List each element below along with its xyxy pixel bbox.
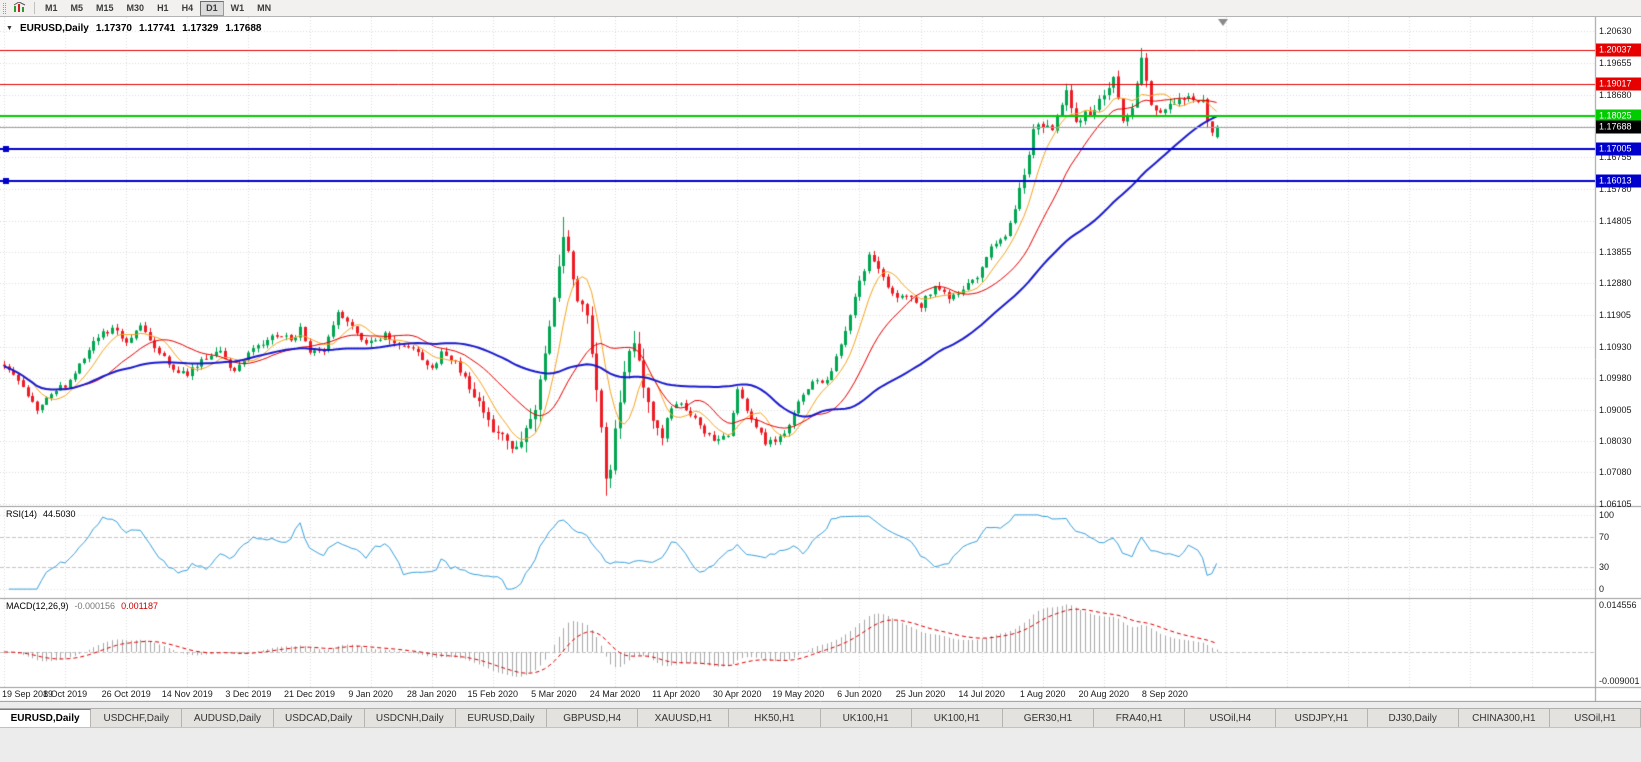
- price-scale-label: 1.09005: [1599, 404, 1632, 415]
- date-scale-label: 15 Feb 2020: [467, 689, 519, 699]
- timeframe-button-mn[interactable]: MN: [257, 2, 272, 13]
- date-scale-label: 26 Oct 2019: [101, 689, 151, 699]
- timeframe-buttons: M1 M5 M15 M30 H1 H4 D1 W1 MN: [39, 0, 278, 16]
- date-scale-label: 20 Aug 2020: [1078, 689, 1130, 699]
- date-scale-label: 6 Jun 2020: [837, 689, 882, 699]
- macd-name-label: MACD(12,26,9): [6, 601, 69, 611]
- date-scale-label: 24 Mar 2020: [589, 689, 641, 699]
- symbol-tab-usdjpy-h1[interactable]: USDJPY,H1: [1276, 709, 1368, 727]
- price-tag-1.19017[interactable]: 1.19017: [1596, 77, 1641, 90]
- symbol-tab-eurusd-daily[interactable]: EURUSD,Daily: [455, 709, 548, 727]
- timeframes-toolbar: M1 M5 M15 M30 H1 H4 D1 W1 MN: [0, 0, 1641, 17]
- date-scale-label: 1 Aug 2020: [1019, 689, 1066, 699]
- symbol-tab-audusd-daily[interactable]: AUDUSD,Daily: [182, 709, 274, 727]
- timeframe-button-h4[interactable]: H4: [181, 2, 194, 13]
- price-scale-label: 1.07080: [1599, 467, 1632, 478]
- macd-signal-value: 0.001187: [121, 601, 158, 611]
- rsi-scale-label: 30: [1599, 561, 1610, 572]
- timeframe-button-m5[interactable]: M5: [70, 2, 84, 13]
- rsi-name-label: RSI(14): [6, 509, 38, 519]
- symbol-tab-china300-h1[interactable]: CHINA300,H1: [1458, 709, 1550, 727]
- price-scale-label: 1.16755: [1599, 152, 1632, 163]
- date-scale-label: 8 Oct 2019: [43, 689, 88, 699]
- price-scale-label: 1.19655: [1599, 57, 1632, 68]
- price-scale-label: 1.15780: [1599, 184, 1632, 194]
- date-scale-label: 9 Jan 2020: [348, 689, 393, 699]
- price-scale-label: 1.10930: [1599, 341, 1632, 352]
- price-scale-label: 1.11905: [1599, 310, 1631, 321]
- timeframe-button-m30[interactable]: M30: [126, 2, 145, 13]
- symbol-tab-eurusd-daily[interactable]: EURUSD,Daily: [0, 709, 92, 727]
- timeframe-button-w1[interactable]: W1: [230, 2, 245, 13]
- symbol-tab-uk100-h1[interactable]: UK100,H1: [820, 709, 912, 727]
- chart-icon[interactable]: [10, 2, 30, 14]
- symbol-tab-dj30-daily[interactable]: DJ30,Daily: [1367, 709, 1459, 727]
- price-chart-canvas[interactable]: [0, 17, 1641, 702]
- rsi-scale-label: 70: [1599, 532, 1610, 543]
- date-scale-label: 14 Nov 2019: [161, 689, 213, 699]
- date-scale-label: 3 Dec 2019: [225, 689, 272, 699]
- rsi-scale-label: 0: [1599, 584, 1605, 595]
- chart-region[interactable]: ▼ EURUSD,Daily 1.17370 1.17741 1.17329 1…: [0, 17, 1641, 702]
- chart-symbol-label: EURUSD,Daily: [19, 23, 89, 34]
- macd-scale-label: 0.014556: [1599, 600, 1637, 610]
- timeframe-button-m1[interactable]: M1: [45, 2, 58, 13]
- date-scale-label: 14 Jul 2020: [958, 689, 1005, 699]
- rsi-pane-title: RSI(14) 44.5030: [6, 509, 76, 519]
- symbol-tab-gbpusd-h4[interactable]: GBPUSD,H4: [547, 709, 639, 727]
- price-tag-1.16013[interactable]: 1.16013: [1596, 174, 1641, 188]
- rsi-value-label: 44.5030: [43, 509, 76, 519]
- chart-close-value: 1.17688: [225, 23, 262, 34]
- symbol-tab-fra40-h1[interactable]: FRA40,H1: [1094, 709, 1186, 727]
- date-scale-label: 28 Jan 2020: [406, 689, 457, 699]
- symbol-tab-usdchf-daily[interactable]: USDCHF,Daily: [91, 709, 183, 727]
- price-scale-label: 1.18680: [1599, 89, 1632, 100]
- date-scale-label: 25 Jun 2020: [895, 689, 946, 699]
- symbol-tab-usdcad-daily[interactable]: USDCAD,Daily: [273, 709, 365, 727]
- timeframe-button-d1[interactable]: D1: [200, 0, 224, 16]
- date-scale-label: 21 Dec 2019: [283, 689, 336, 699]
- symbol-tab-hk50-h1[interactable]: HK50,H1: [729, 709, 821, 727]
- price-tag-1.20037[interactable]: 1.20037: [1596, 43, 1641, 57]
- symbol-tab-xauusd-h1[interactable]: XAUUSD,H1: [638, 709, 730, 727]
- rsi-scale-label: 100: [1599, 509, 1615, 520]
- collapse-chart-icon[interactable]: ▼: [6, 25, 13, 32]
- chart-title: ▼ EURUSD,Daily 1.17370 1.17741 1.17329 1…: [6, 23, 261, 34]
- price-scale-label: 1.08030: [1599, 436, 1632, 447]
- toolbar-grip[interactable]: [3, 2, 6, 14]
- chart-open-value: 1.17370: [95, 23, 132, 34]
- date-scale-label: 30 Apr 2020: [712, 689, 762, 699]
- toolbar-separator: [34, 2, 35, 14]
- current-price-tag: 1.17688: [1596, 120, 1641, 134]
- price-tag-1.18025[interactable]: 1.18025: [1596, 109, 1641, 123]
- chart-high-value: 1.17741: [139, 23, 176, 34]
- date-scale-label: 8 Sep 2020: [1141, 689, 1188, 699]
- price-tag-1.17005[interactable]: 1.17005: [1596, 142, 1641, 156]
- symbol-tab-usoil-h1[interactable]: USOil,H1: [1549, 709, 1641, 727]
- price-scale-label: 1.06105: [1599, 499, 1632, 509]
- symbol-tab-usdcnh-daily[interactable]: USDCNH,Daily: [364, 709, 456, 727]
- date-scale-label: 5 Mar 2020: [531, 689, 577, 699]
- price-scale-label: 1.13855: [1599, 246, 1632, 257]
- price-scale-label: 1.12880: [1599, 278, 1632, 289]
- macd-scale-label: -0.009001: [1599, 676, 1640, 686]
- date-scale-label: 19 May 2020: [772, 689, 825, 699]
- price-scale-label: 1.20630: [1599, 26, 1632, 36]
- timeframe-button-h1[interactable]: H1: [157, 2, 169, 13]
- chart-tabbar: EURUSD,Daily USDCHF,Daily AUDUSD,Daily USDC…: [0, 708, 1641, 728]
- macd-pane-title: MACD(12,26,9) -0.000156 0.001187: [6, 601, 158, 611]
- macd-main-value: -0.000156: [74, 601, 116, 611]
- date-scale-label: 19 Sep 2019: [2, 689, 54, 699]
- date-scale-label: 11 Apr 2020: [652, 689, 701, 699]
- symbol-tab-usoil-h4[interactable]: USOil,H4: [1185, 709, 1277, 727]
- symbol-tab-uk100-h1[interactable]: UK100,H1: [911, 709, 1003, 727]
- symbol-tab-ger30-h1[interactable]: GER30,H1: [1002, 709, 1095, 727]
- price-scale-label: 1.09980: [1599, 372, 1632, 383]
- timeframe-button-m15[interactable]: M15: [96, 2, 114, 13]
- price-scale-label: 1.14805: [1599, 215, 1632, 226]
- window-background: [0, 729, 1641, 762]
- chart-low-value: 1.17329: [182, 23, 219, 34]
